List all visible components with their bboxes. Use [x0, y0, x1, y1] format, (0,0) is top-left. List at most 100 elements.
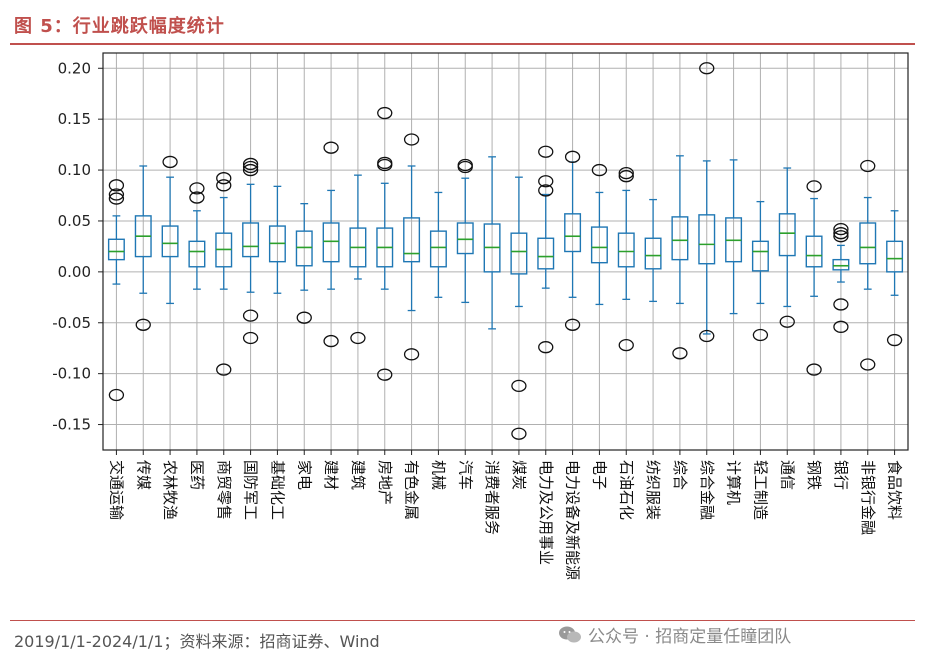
- category-label: 农林牧渔: [161, 460, 179, 520]
- box-4: [215, 172, 233, 376]
- flier-point: [162, 155, 178, 169]
- box-iqr: [805, 235, 823, 268]
- flier-point: [377, 106, 393, 120]
- figure-title: 图 5：行业跳跃幅度统计: [14, 16, 225, 37]
- flier-point: [135, 318, 151, 331]
- box-20: [644, 198, 662, 303]
- flier-point: [108, 179, 125, 192]
- flier-point: [457, 160, 473, 174]
- category-label: 汽车: [456, 460, 474, 490]
- category-label: 综合: [671, 460, 689, 490]
- footer-divider: [10, 620, 915, 621]
- box-21: [671, 155, 689, 360]
- flier-point: [216, 179, 232, 192]
- box-iqr: [698, 214, 716, 265]
- box-14: [483, 156, 501, 330]
- grid-layer: [103, 53, 908, 450]
- flier-point: [806, 363, 822, 376]
- box-28: [859, 159, 877, 371]
- category-label: 非银行金融: [859, 460, 877, 535]
- box-13: [456, 158, 474, 304]
- wechat-icon: [559, 626, 581, 642]
- flier-point: [108, 192, 125, 205]
- flier-point: [377, 368, 393, 381]
- category-label: 基础化工: [268, 460, 286, 520]
- flier-point: [216, 363, 232, 376]
- flier-point: [752, 328, 769, 342]
- box-0: [107, 179, 125, 402]
- box-29: [886, 210, 904, 347]
- flier-point: [538, 175, 554, 188]
- category-label: 医药: [188, 460, 206, 490]
- box-18: [590, 163, 608, 306]
- flier-point: [833, 222, 849, 236]
- box-10: [376, 106, 394, 381]
- box-iqr: [832, 258, 850, 271]
- category-label: 石油石化: [617, 460, 635, 520]
- flier-point: [189, 182, 205, 195]
- flier-point: [564, 318, 581, 331]
- flier-point: [403, 348, 420, 361]
- category-label: 轻工制造: [751, 460, 769, 520]
- box-15: [510, 176, 528, 440]
- box-iqr: [188, 240, 206, 268]
- flier-point: [886, 333, 903, 347]
- box-19: [617, 166, 635, 352]
- box-iqr: [644, 237, 662, 270]
- flier-point: [377, 158, 393, 172]
- x-axis-category-labels: 交通运输 传媒 农林牧渔 医药 商贸零售 国防军工 基础化工 家电 建材 建筑 房地产 有色金属 机械汽…: [107, 450, 904, 580]
- box-24: [751, 200, 769, 342]
- category-label: 有色金属: [403, 460, 421, 520]
- flier-point: [618, 170, 634, 183]
- category-label: 机械: [429, 460, 447, 490]
- flier-point: [189, 191, 205, 204]
- flier-point: [699, 62, 715, 75]
- category-label: 通信: [778, 460, 796, 490]
- box-iqr: [671, 216, 689, 261]
- flier-point: [564, 150, 581, 163]
- box-26: [805, 180, 823, 376]
- box-12: [429, 191, 447, 298]
- box-iqr: [751, 240, 769, 272]
- flier-point: [833, 298, 849, 311]
- flier-point: [591, 163, 608, 177]
- title-divider: [10, 43, 915, 45]
- flier-point: [242, 157, 259, 171]
- box-iqr: [886, 240, 904, 273]
- y-tick-label: 0.05: [58, 212, 91, 230]
- box-25: [778, 167, 796, 328]
- flier-point: [511, 379, 527, 393]
- box-2: [161, 155, 179, 305]
- box-iqr: [564, 213, 582, 253]
- flier-point: [860, 358, 876, 371]
- flier-point: [833, 227, 849, 240]
- flier-point: [618, 166, 634, 180]
- category-label: 商贸零售: [215, 460, 233, 520]
- box-iqr: [161, 225, 179, 258]
- y-tick-label: -0.15: [52, 416, 91, 434]
- box-5: [242, 157, 260, 345]
- flier-point: [779, 315, 795, 328]
- box-iqr: [322, 222, 340, 263]
- box-6: [268, 185, 286, 294]
- boxplot-chart: 0.20 0.15 0.10 0.05 0.00 -0.05 -0.10 -0.15 交通运输…: [52, 52, 909, 580]
- category-label: 电力及公用事业: [537, 460, 555, 565]
- flier-point: [242, 160, 259, 174]
- box-iqr: [859, 222, 877, 265]
- flier-point: [672, 347, 688, 360]
- y-tick-label: 0.10: [58, 161, 91, 179]
- flier-point: [216, 172, 232, 185]
- box-iqr: [429, 230, 447, 268]
- category-label: 综合金融: [698, 460, 716, 520]
- category-label: 房地产: [376, 460, 394, 505]
- box-23: [725, 159, 743, 315]
- source-note: 2019/1/1-2024/1/1；资料来源：招商证券、Wind: [14, 632, 380, 651]
- flier-point: [242, 309, 259, 322]
- category-label: 纺织服装: [644, 460, 662, 520]
- box-iqr: [107, 238, 125, 261]
- flier-point: [350, 331, 366, 345]
- flier-point: [699, 329, 715, 343]
- y-axis-ticks: 0.20 0.15 0.10 0.05 0.00 -0.05 -0.10 -0.15: [52, 59, 103, 434]
- category-label: 建材: [322, 460, 340, 490]
- category-label: 食品饮料: [886, 460, 904, 520]
